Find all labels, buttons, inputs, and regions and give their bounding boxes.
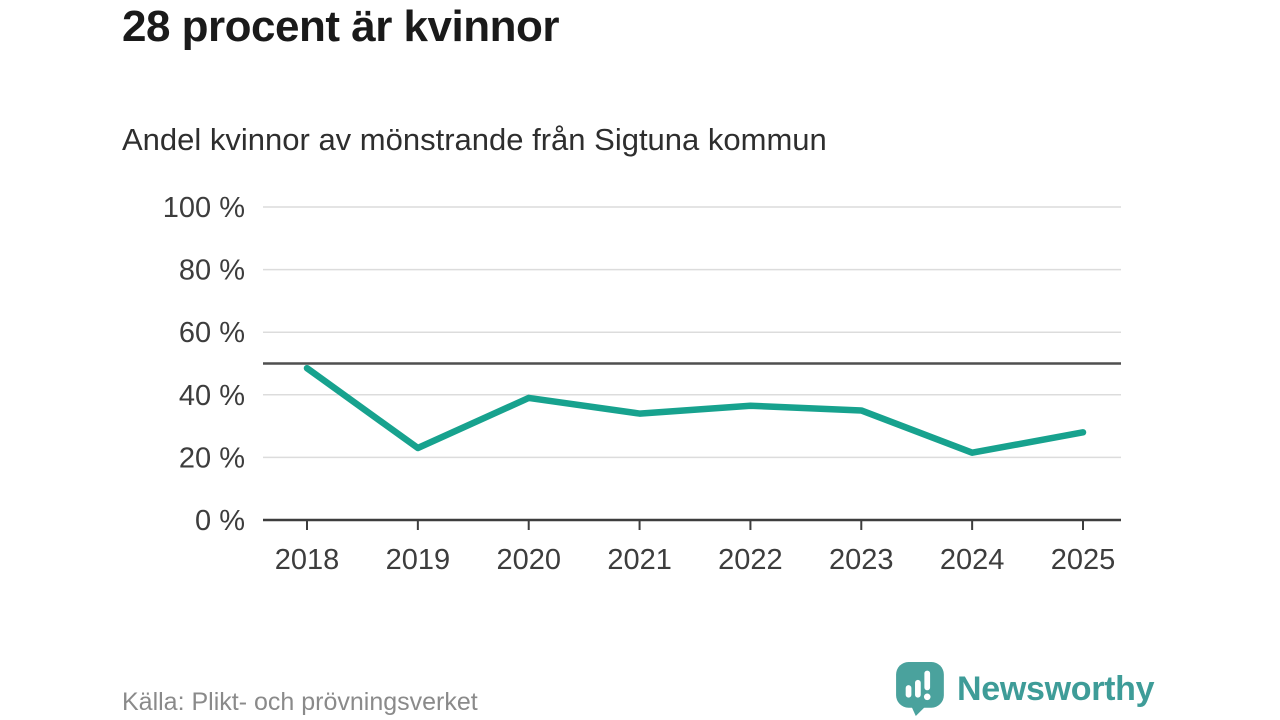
newsworthy-logo: Newsworthy (896, 662, 1155, 716)
chart-title: 28 procent är kvinnor (122, 2, 559, 51)
x-tick-label: 2019 (386, 544, 451, 576)
y-tick-label: 20 % (179, 442, 245, 474)
data-line (303, 364, 1087, 456)
x-tick-label: 2024 (940, 544, 1005, 576)
y-tick-label: 80 % (179, 255, 245, 287)
y-tick-label: 40 % (179, 380, 245, 412)
y-tick-label: 100 % (163, 192, 245, 224)
x-tick-label: 2020 (496, 544, 561, 576)
x-tick-label: 2023 (829, 544, 894, 576)
newsworthy-wordmark: Newsworthy (957, 669, 1155, 708)
y-tick-label: 60 % (179, 317, 245, 349)
y-tick-label: 0 % (195, 505, 245, 537)
x-tick-label: 2025 (1051, 544, 1116, 576)
x-tick-label: 2021 (607, 544, 672, 576)
x-tick-label: 2018 (275, 544, 340, 576)
x-tick-label: 2022 (718, 544, 783, 576)
newsworthy-bubble-chart-icon (896, 662, 944, 716)
source-credit: Källa: Plikt- och prövningsverket (122, 688, 478, 716)
chart-subtitle: Andel kvinnor av mönstrande från Sigtuna… (122, 122, 827, 157)
